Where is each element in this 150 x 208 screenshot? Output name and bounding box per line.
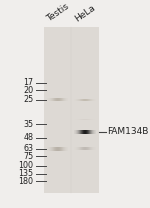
Text: 180: 180 [18, 177, 33, 186]
Text: 20: 20 [23, 86, 33, 95]
Text: 25: 25 [23, 95, 33, 104]
Text: 48: 48 [23, 133, 33, 142]
Text: 17: 17 [23, 78, 33, 87]
Text: 75: 75 [23, 152, 33, 161]
Text: HeLa: HeLa [73, 4, 97, 24]
Text: FAM134B: FAM134B [107, 128, 148, 136]
Text: 35: 35 [23, 120, 33, 129]
Text: 63: 63 [23, 144, 33, 154]
Text: Testis: Testis [45, 2, 70, 24]
FancyBboxPatch shape [44, 27, 99, 193]
Text: 100: 100 [18, 161, 33, 170]
Text: 135: 135 [18, 169, 33, 178]
